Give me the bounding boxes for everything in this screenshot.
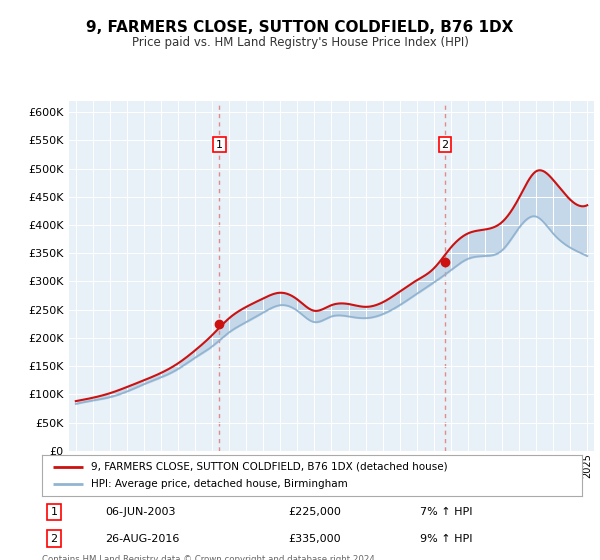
Text: £225,000: £225,000 (288, 507, 341, 517)
Text: Contains HM Land Registry data © Crown copyright and database right 2024.
This d: Contains HM Land Registry data © Crown c… (42, 555, 377, 560)
Text: HPI: Average price, detached house, Birmingham: HPI: Average price, detached house, Birm… (91, 479, 347, 489)
Text: 06-JUN-2003: 06-JUN-2003 (105, 507, 176, 517)
Text: 26-AUG-2016: 26-AUG-2016 (105, 534, 179, 544)
Text: 1: 1 (216, 139, 223, 150)
Text: 2: 2 (441, 139, 448, 150)
Text: 9% ↑ HPI: 9% ↑ HPI (420, 534, 473, 544)
Text: 2: 2 (50, 534, 58, 544)
Text: £335,000: £335,000 (288, 534, 341, 544)
Text: 1: 1 (50, 507, 58, 517)
Text: Price paid vs. HM Land Registry's House Price Index (HPI): Price paid vs. HM Land Registry's House … (131, 36, 469, 49)
Text: 7% ↑ HPI: 7% ↑ HPI (420, 507, 473, 517)
Text: 9, FARMERS CLOSE, SUTTON COLDFIELD, B76 1DX (detached house): 9, FARMERS CLOSE, SUTTON COLDFIELD, B76 … (91, 461, 447, 472)
Text: 9, FARMERS CLOSE, SUTTON COLDFIELD, B76 1DX: 9, FARMERS CLOSE, SUTTON COLDFIELD, B76 … (86, 20, 514, 35)
